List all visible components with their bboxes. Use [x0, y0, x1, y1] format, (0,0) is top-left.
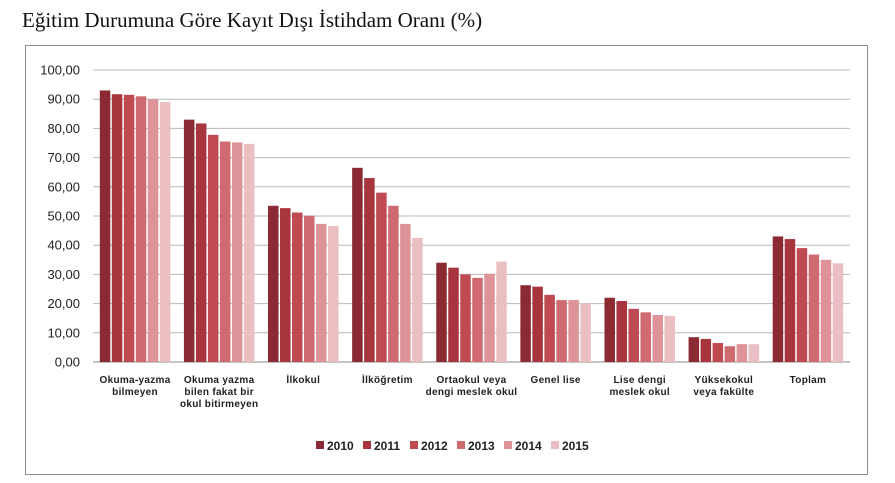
- legend-swatch: [551, 441, 559, 449]
- bar-2014: [147, 99, 159, 362]
- y-tick-label: 0,00: [55, 355, 80, 370]
- bar-2012: [123, 94, 135, 362]
- bar-2014: [820, 259, 832, 362]
- category-label: Okuma-yazma: [100, 375, 171, 386]
- bar-2011: [616, 300, 627, 362]
- category-label: Yüksekokul: [695, 375, 754, 386]
- category-label: dengi meslek okul: [426, 387, 518, 398]
- legend-label: 2015: [562, 439, 589, 453]
- bar-2013: [640, 312, 651, 362]
- y-axis-ticks: 0,00 10,00 20,00 30,00 40,00 50,00 60,00 70,00 8…: [40, 63, 80, 370]
- bar-2010: [352, 167, 363, 362]
- y-tick-label: 50,00: [47, 209, 80, 224]
- category-label: Lise dengi: [613, 375, 665, 386]
- chart-title: Eğitim Durumuna Göre Kayıt Dışı İstihdam…: [22, 8, 483, 32]
- bar-2010: [268, 205, 279, 362]
- legend-label: 2014: [515, 439, 542, 453]
- bar-2012: [796, 248, 808, 362]
- bar-2010: [688, 337, 700, 362]
- bar-2014: [231, 142, 243, 362]
- legend-swatch: [504, 441, 512, 449]
- category-label: Okuma yazma: [184, 375, 255, 386]
- gridlines: [93, 69, 850, 363]
- category-label: bilen fakat bir: [184, 387, 254, 398]
- bar-2012: [544, 294, 555, 362]
- y-tick-label: 100,00: [40, 63, 80, 78]
- bar-2015: [580, 303, 591, 362]
- category-label: İlkokul: [286, 373, 320, 386]
- bar-2013: [388, 205, 399, 362]
- bar-2013: [219, 141, 231, 362]
- bar-2011: [111, 94, 123, 363]
- legend-label: 2011: [374, 439, 400, 453]
- category-label: Genel lise: [530, 375, 580, 386]
- bar-2015: [496, 261, 507, 362]
- bar-2012: [712, 343, 724, 362]
- bar-2014: [400, 223, 411, 362]
- bar-2011: [448, 267, 459, 362]
- bar-2012: [460, 274, 471, 362]
- bar-2011: [700, 338, 712, 362]
- bar-2014: [652, 314, 663, 362]
- bar-2013: [135, 96, 147, 362]
- category-label: meslek okul: [609, 387, 670, 398]
- y-tick-label: 90,00: [47, 92, 80, 107]
- y-tick-label: 20,00: [47, 296, 80, 311]
- bar-2015: [159, 102, 171, 363]
- legend-swatch: [363, 441, 371, 449]
- bar-2010: [604, 297, 615, 362]
- bar-2015: [328, 225, 339, 362]
- bar-2013: [724, 346, 736, 362]
- bar-2014: [568, 300, 579, 362]
- category-label: İlköğretim: [362, 373, 413, 386]
- bar-2013: [808, 254, 820, 362]
- legend-label: 2013: [468, 439, 495, 453]
- bar-2015: [412, 237, 423, 362]
- bar-2010: [183, 119, 195, 362]
- category-label: bilmeyen: [112, 387, 158, 398]
- legend-swatch: [410, 441, 418, 449]
- bar-2010: [99, 90, 111, 362]
- legend: 2010 2011 2012 2013 2014 2015: [316, 439, 589, 453]
- category-label: Ortaokul veya: [436, 375, 506, 386]
- bar-2013: [472, 277, 483, 362]
- bar-2015: [664, 315, 675, 362]
- bar-2012: [207, 134, 219, 362]
- bar-2011: [784, 239, 796, 362]
- bar-2011: [195, 123, 207, 362]
- y-tick-label: 70,00: [47, 150, 80, 165]
- category-label: okul bitirmeyen: [180, 399, 258, 410]
- bar-2015: [243, 143, 255, 362]
- bar-2011: [532, 286, 543, 362]
- legend-label: 2012: [421, 439, 448, 453]
- bar-2012: [292, 212, 303, 362]
- bar-2014: [316, 223, 327, 362]
- bar-2010: [436, 262, 447, 362]
- y-tick-label: 80,00: [47, 121, 80, 136]
- bar-2012: [628, 308, 639, 362]
- bar-2015: [748, 344, 760, 362]
- bar-2014: [484, 273, 495, 362]
- bar-2013: [304, 215, 315, 362]
- y-tick-label: 10,00: [47, 325, 80, 340]
- bar-2011: [280, 208, 291, 362]
- y-tick-label: 40,00: [47, 238, 80, 253]
- bar-2014: [736, 344, 748, 362]
- bar-2013: [556, 300, 567, 362]
- bars: [99, 90, 844, 363]
- y-tick-label: 60,00: [47, 179, 80, 194]
- legend-swatch: [316, 441, 324, 449]
- y-tick-label: 30,00: [47, 267, 80, 282]
- bar-2010: [772, 236, 784, 362]
- category-label: Toplam: [790, 375, 827, 386]
- bar-2015: [832, 263, 844, 362]
- bar-2010: [520, 285, 531, 362]
- legend-label: 2010: [327, 439, 354, 453]
- category-label: veya fakülte: [693, 387, 754, 398]
- bar-2012: [376, 192, 387, 362]
- bar-2011: [364, 178, 375, 362]
- legend-swatch: [457, 441, 465, 449]
